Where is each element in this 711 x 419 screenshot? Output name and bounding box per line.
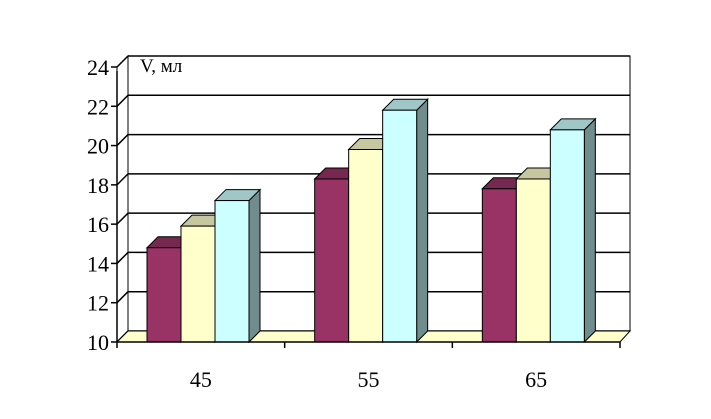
y-tick-label-14: 14 [87,251,109,276]
y-tick-label-18: 18 [87,173,109,198]
gridline-side-14 [116,251,129,264]
gridline-side-24 [116,55,129,68]
y-tick-label-22: 22 [87,94,109,119]
gridline-side-12 [116,291,129,304]
y-tick-label-20: 20 [87,134,109,159]
x-category-label-65: 65 [525,367,547,392]
axes [111,66,621,348]
bar-front [314,178,350,343]
bar-side [583,117,596,344]
gridline-side-16 [116,212,129,225]
bar-45-series-3 [213,188,262,344]
bar-front [146,247,182,343]
bar-front [549,129,585,343]
y-tick-label-12: 12 [87,291,109,316]
bar-front [214,200,250,343]
gridline-side-20 [116,134,129,147]
bar-front [348,149,384,343]
y-tick-label-10: 10 [87,330,109,355]
y-tick-label-24: 24 [87,55,109,80]
x-category-labels: 45 55 65 [190,367,547,392]
bar-front [382,109,418,343]
bar-side [248,188,261,344]
y-tick-labels: 10 12 14 16 18 20 22 24 [87,55,109,355]
bar-front [515,178,551,343]
bar-front [481,188,517,343]
x-category-label-45: 45 [190,367,212,392]
gridline-side-22 [116,94,129,107]
y-tick-label-16: 16 [87,212,109,237]
bar-55-series-3 [381,98,429,344]
bars [145,98,597,344]
bar-front [180,225,216,343]
y-axis-label: V, мл [140,56,183,77]
side-wall [116,54,129,344]
bar-side [416,98,429,344]
x-category-label-55: 55 [358,367,380,392]
bar-65-series-3 [549,117,597,344]
gridline-side-18 [116,173,129,186]
